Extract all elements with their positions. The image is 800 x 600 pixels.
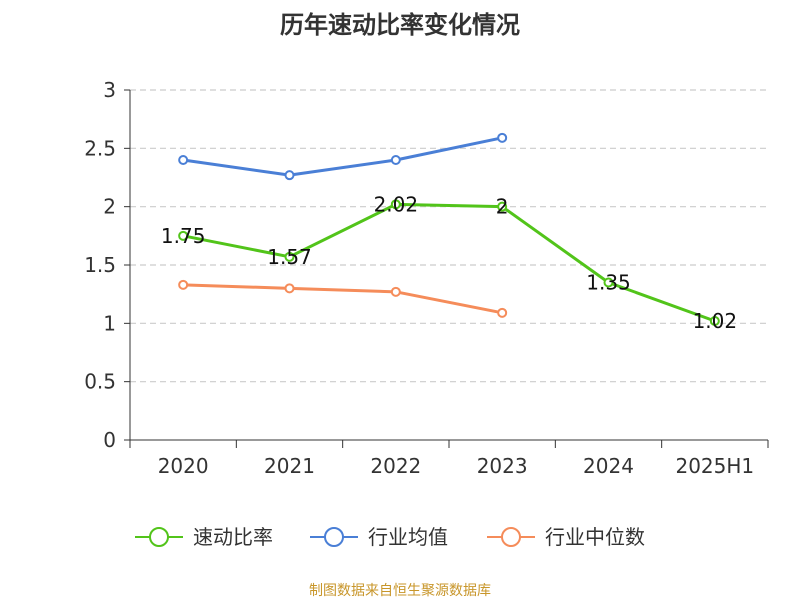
data-point: [284, 283, 295, 294]
legend-marker: [501, 527, 521, 547]
chart-title: 历年速动比率变化情况: [280, 11, 520, 39]
y-tick-label: 0: [103, 428, 116, 452]
data-point: [390, 155, 401, 165]
x-tick-label: 2022: [370, 454, 421, 478]
legend-label: 行业均值: [368, 525, 448, 549]
data-point: [603, 277, 614, 288]
y-tick-label: 1.5: [84, 253, 116, 277]
x-tick-label: 2020: [158, 454, 209, 478]
series-line: [182, 202, 716, 323]
data-point: [497, 132, 508, 143]
data-label: 2: [496, 195, 509, 219]
data-label: 2.02: [374, 192, 419, 216]
data-point: [178, 155, 189, 165]
data-point: [497, 201, 508, 212]
series-layer: [178, 132, 720, 326]
data-point: [390, 286, 401, 297]
legend-label: 速动比率: [193, 525, 273, 549]
axis-layer: 0 0.5 1 1.5 2 2.5 3 2020 2021 2022 2023 2024 2025H1: [84, 78, 769, 478]
y-tick-label: 0.5: [84, 370, 116, 394]
x-tick-label: 2025H1: [675, 454, 754, 478]
legend-item: 行业均值: [310, 525, 448, 549]
legend: 速动比率 行业均值 行业中位数: [135, 525, 645, 549]
data-point: [178, 230, 189, 241]
legend-marker: [324, 527, 344, 547]
legend-marker: [149, 527, 169, 547]
y-tick-label: 1: [103, 311, 116, 335]
y-tick-label: 2: [103, 195, 116, 219]
data-point: [497, 307, 508, 318]
data-point: [284, 170, 295, 181]
series-line: [183, 283, 503, 315]
legend-item: 行业中位数: [487, 525, 645, 549]
legend-label: 行业中位数: [545, 525, 645, 549]
series-line: [182, 136, 503, 177]
data-label: 1.75: [161, 224, 206, 248]
x-tick-label: 2023: [477, 454, 528, 478]
data-label: 1.57: [267, 245, 312, 269]
data-label: 1.35: [586, 271, 631, 295]
y-tick-label: 3: [103, 78, 116, 102]
data-point: [178, 279, 189, 290]
x-tick-label: 2021: [264, 454, 315, 478]
data-label: 1.02: [693, 309, 738, 333]
data-point: [709, 316, 720, 326]
y-tick-label: 2.5: [84, 136, 116, 160]
data-point: [390, 199, 401, 210]
legend-item: 速动比率: [135, 525, 273, 549]
data-label-layer: 1.75 1.57 2.02 2 1.35 1.02: [161, 192, 737, 333]
grid-layer: [130, 89, 768, 383]
source-note: 制图数据来自恒生聚源数据库: [309, 583, 491, 599]
x-tick-label: 2024: [583, 454, 634, 478]
data-point: [284, 251, 295, 262]
